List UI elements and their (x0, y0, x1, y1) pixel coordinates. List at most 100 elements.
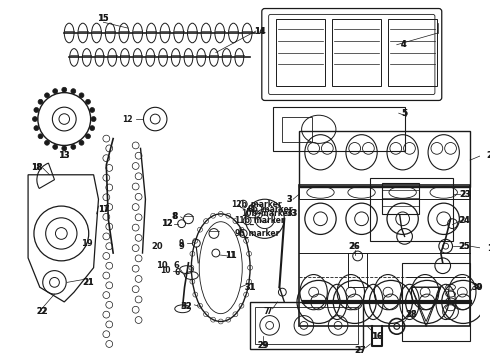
Circle shape (32, 117, 37, 121)
Text: 28: 28 (406, 310, 417, 319)
Text: 22: 22 (37, 307, 47, 316)
Bar (332, 19, 381, 86)
Text: 4: 4 (401, 40, 407, 49)
Text: 17: 17 (98, 204, 109, 213)
Text: 8: 8 (172, 212, 178, 221)
Text: 8b_marker: 8b_marker (248, 204, 294, 213)
Bar (299, 131, 470, 188)
Text: 26: 26 (349, 242, 361, 251)
Circle shape (86, 99, 91, 104)
Text: 23: 23 (460, 190, 471, 199)
Text: 10: 10 (156, 261, 168, 270)
Bar (255, 307, 358, 344)
Text: 29: 29 (258, 341, 268, 350)
Text: 27: 27 (355, 346, 366, 355)
Text: 11b_marker: 11b_marker (235, 216, 285, 225)
Text: 16: 16 (372, 332, 383, 341)
Text: 21: 21 (83, 278, 94, 287)
Text: 13: 13 (59, 151, 70, 160)
Bar (250, 302, 363, 349)
Text: 14: 14 (254, 27, 266, 36)
Bar (282, 117, 312, 141)
Text: 5: 5 (402, 109, 408, 118)
Text: 30: 30 (472, 283, 482, 292)
Text: 7: 7 (267, 307, 272, 316)
Circle shape (45, 140, 49, 145)
Text: 21: 21 (83, 278, 95, 287)
Text: 12: 12 (122, 114, 133, 123)
Circle shape (38, 134, 43, 139)
Circle shape (34, 126, 39, 131)
Text: 9b_marker: 9b_marker (234, 229, 280, 238)
Text: 30: 30 (471, 283, 483, 292)
Text: 11: 11 (224, 251, 236, 260)
Text: 4: 4 (401, 40, 406, 49)
Text: 10b_marker: 10b_marker (242, 209, 292, 219)
Text: 18: 18 (31, 163, 43, 172)
Text: 29: 29 (257, 341, 269, 350)
Text: 24: 24 (458, 216, 470, 225)
Text: 18: 18 (31, 163, 42, 172)
Text: 12b_marker: 12b_marker (232, 199, 282, 209)
Text: 15: 15 (98, 14, 109, 23)
Text: 31: 31 (245, 283, 255, 292)
Circle shape (91, 117, 96, 121)
Text: 2: 2 (487, 151, 490, 160)
Text: 6: 6 (174, 268, 179, 277)
Text: 8: 8 (172, 212, 177, 221)
Bar (370, 178, 453, 241)
Circle shape (53, 89, 58, 94)
Bar (276, 19, 325, 86)
Text: 2: 2 (487, 151, 490, 160)
Circle shape (38, 99, 43, 104)
Text: 19: 19 (81, 239, 93, 248)
Bar (299, 185, 470, 199)
Text: 22: 22 (36, 307, 48, 316)
Text: 5: 5 (402, 109, 407, 118)
Circle shape (62, 87, 67, 92)
Circle shape (79, 140, 84, 145)
Text: 11: 11 (225, 251, 236, 260)
Bar (348, 253, 368, 287)
Circle shape (53, 144, 58, 149)
Text: 28: 28 (406, 310, 417, 319)
Text: 6: 6 (174, 261, 180, 270)
Text: 9: 9 (179, 242, 185, 251)
Circle shape (34, 108, 39, 112)
Text: 31: 31 (244, 283, 256, 292)
Circle shape (71, 89, 76, 94)
Circle shape (79, 93, 84, 98)
Text: 16: 16 (371, 332, 383, 341)
Text: 27: 27 (355, 346, 367, 355)
Text: 15: 15 (98, 14, 109, 23)
Circle shape (90, 126, 95, 131)
Text: 13: 13 (58, 151, 70, 160)
Text: 1: 1 (487, 244, 490, 253)
Text: 14: 14 (255, 27, 265, 36)
Text: 25: 25 (459, 242, 469, 251)
Text: 17: 17 (98, 204, 109, 213)
Text: 9: 9 (179, 239, 184, 248)
Circle shape (90, 108, 95, 112)
Bar (299, 185, 470, 327)
Circle shape (86, 134, 91, 139)
Bar (402, 263, 470, 341)
Text: 3: 3 (286, 195, 292, 204)
Bar (382, 183, 419, 214)
Text: 33: 33 (286, 210, 298, 219)
Text: 12: 12 (161, 219, 173, 228)
Circle shape (62, 146, 67, 151)
Text: 33: 33 (287, 210, 297, 219)
Circle shape (71, 144, 76, 149)
Bar (388, 19, 437, 86)
Text: 32: 32 (181, 302, 192, 311)
Circle shape (45, 93, 49, 98)
Text: 25: 25 (458, 242, 470, 251)
Text: 20: 20 (151, 242, 163, 251)
Text: 26: 26 (349, 242, 360, 251)
Text: 3: 3 (287, 195, 292, 204)
Text: 23: 23 (460, 190, 470, 199)
Text: 1: 1 (487, 244, 490, 253)
Bar (272, 107, 405, 151)
Text: 7: 7 (264, 307, 270, 316)
